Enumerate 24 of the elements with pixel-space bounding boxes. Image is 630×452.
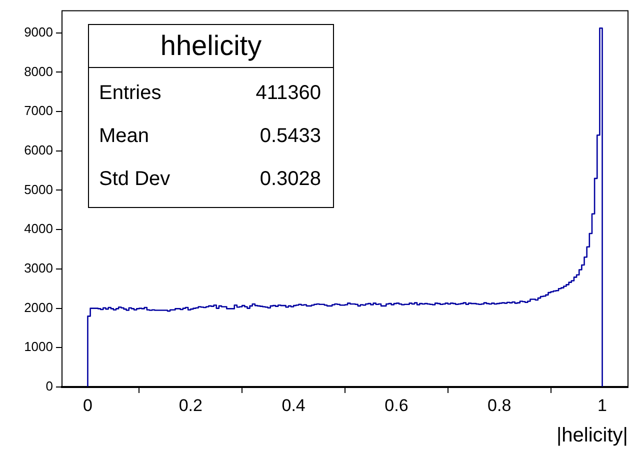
annotation: Std Dev [99, 167, 170, 192]
x-tick-label: 0 [82, 396, 92, 415]
y-tick-label: 9000 [24, 24, 53, 40]
x-tick-label: 0.2 [178, 396, 202, 415]
y-tick-label: 7000 [24, 103, 53, 118]
y-tick-label: 2000 [24, 300, 53, 315]
annotation: 0.3028 [260, 167, 321, 192]
x-tick-label: 1 [598, 396, 608, 415]
annotation: Entries [99, 81, 162, 106]
y-tick-label: 1000 [24, 339, 53, 354]
text: hhelicity [89, 25, 333, 68]
y-tick-label: 8000 [24, 64, 53, 79]
annotation: Mean [99, 124, 150, 149]
x-tick-label: 0.8 [488, 396, 512, 415]
annotation: 0.5433 [260, 124, 321, 149]
x-tick-label: 0.6 [384, 396, 408, 415]
y-tick-label: 5000 [24, 182, 53, 197]
y-tick-label: 4000 [24, 221, 53, 236]
y-tick-label: 0 [46, 378, 53, 394]
x-tick-label: 0.4 [282, 396, 306, 415]
annotation: 411360 [256, 81, 321, 106]
y-tick-label: 6000 [24, 142, 53, 158]
x-axis-title: |helicity| [556, 424, 628, 447]
y-tick-label: 3000 [24, 260, 53, 276]
